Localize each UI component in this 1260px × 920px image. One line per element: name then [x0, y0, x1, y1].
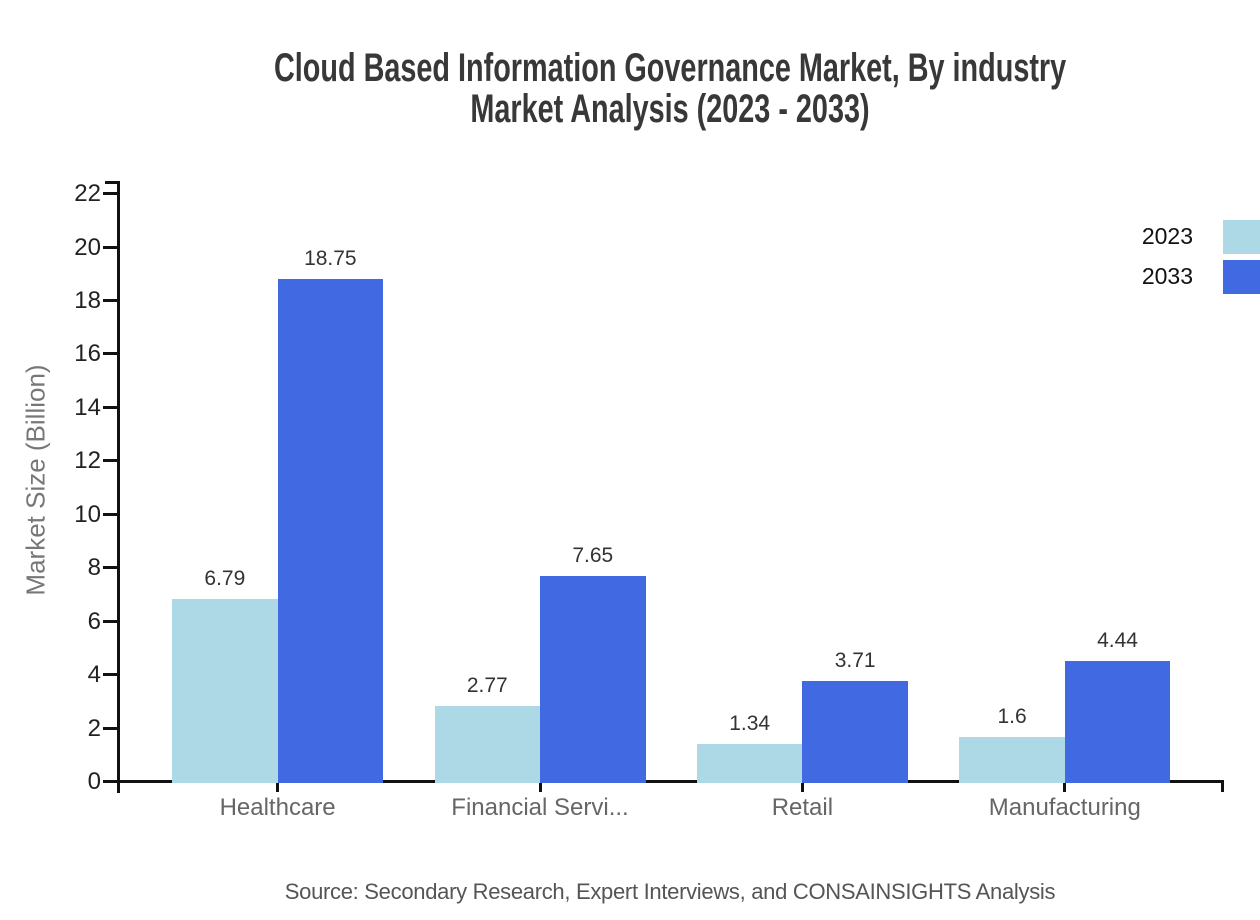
y-tick [102, 459, 117, 463]
legend-label: 2023 [1141, 223, 1193, 249]
bar-healthcare-2023 [172, 598, 278, 783]
bar-value-label: 1.6 [997, 705, 1027, 729]
x-axis-category-label: Financial Servi... [451, 794, 629, 821]
y-tick-label: 10 [74, 500, 101, 528]
bar-manufacturing-2023 [959, 737, 1065, 783]
legend-swatch [1223, 260, 1260, 294]
y-tick-label: 6 [87, 607, 101, 635]
x-axis-line [116, 780, 1224, 783]
x-axis-category-label: Manufacturing [988, 794, 1141, 821]
y-tick-label: 2 [87, 714, 101, 742]
bar-value-label: 1.34 [729, 712, 771, 736]
bar-value-label: 7.65 [572, 543, 614, 567]
x-axis-right-cap-tick [1221, 780, 1224, 792]
bar-retail-2023 [696, 744, 803, 783]
y-tick-label: 8 [87, 554, 101, 582]
y-tick [102, 780, 117, 783]
y-tick [102, 673, 117, 677]
source-note: Source: Secondary Research, Expert Inter… [284, 879, 1056, 904]
bar-financial-servi-2023 [434, 705, 540, 783]
bar-value-label: 4.44 [1097, 629, 1138, 653]
y-tick-label: 16 [74, 340, 101, 368]
x-axis-category-label: Healthcare [219, 794, 336, 821]
y-tick-label: 4 [87, 661, 101, 689]
y-tick-label: 22 [74, 180, 101, 208]
chart-title-line1: Cloud Based Information Governance Marke… [273, 46, 1067, 90]
bar-manufacturing-2033 [1064, 661, 1171, 783]
y-tick [102, 405, 117, 409]
y-tick [102, 245, 117, 249]
y-tick-label: 14 [74, 393, 101, 421]
y-axis-line [116, 181, 120, 793]
x-tick [1063, 780, 1067, 792]
y-axis-top-cap-tick [104, 181, 117, 184]
legend-item-2033: 2033 [1120, 260, 1260, 294]
y-tick [102, 619, 117, 623]
bar-value-label: 2.77 [466, 673, 508, 697]
legend-swatch [1223, 220, 1260, 254]
y-tick-label: 20 [74, 233, 101, 261]
y-tick-label: 12 [74, 447, 101, 475]
legend-item-2023: 2023 [1120, 220, 1260, 254]
bar-financial-servi-2033 [540, 575, 646, 783]
legend-label: 2033 [1141, 263, 1193, 289]
y-tick-label: 18 [74, 287, 101, 315]
bar-retail-2033 [802, 680, 908, 783]
bar-value-label: 3.71 [834, 648, 876, 672]
bar-value-label: 6.79 [204, 566, 246, 590]
y-tick [102, 726, 117, 730]
chart-title-line2: Market Analysis (2023 - 2033) [470, 87, 870, 131]
x-tick [538, 780, 542, 792]
y-tick [102, 566, 117, 570]
chart-title: Cloud Based Information Governance Marke… [120, 48, 1220, 130]
y-tick [102, 299, 117, 303]
y-tick-label: 0 [87, 768, 101, 795]
bar-value-label: 18.75 [304, 247, 357, 270]
y-tick [102, 512, 117, 516]
bar-healthcare-2033 [277, 279, 384, 783]
x-tick [800, 780, 804, 792]
y-tick [102, 352, 117, 356]
y-tick [102, 192, 117, 196]
x-axis-category-label: Retail [771, 794, 834, 821]
x-tick [276, 780, 280, 792]
